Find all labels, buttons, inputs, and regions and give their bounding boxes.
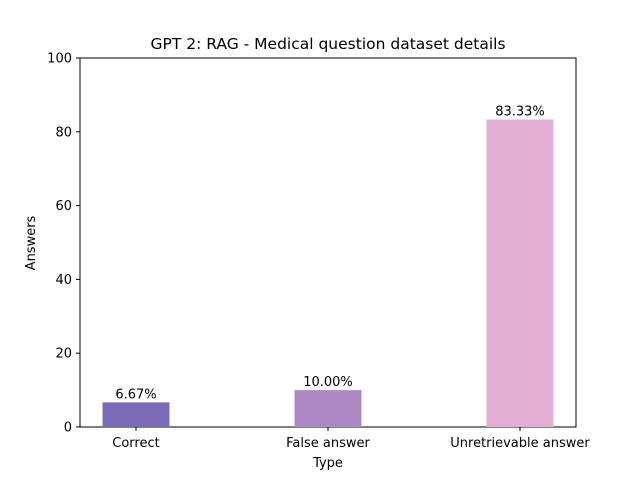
bar-false-answer <box>294 390 362 427</box>
y-tick-label: 0 <box>64 421 72 436</box>
data-label: 6.67% <box>115 387 156 402</box>
x-tick-label: False answer <box>286 436 370 451</box>
data-label: 10.00% <box>303 375 353 390</box>
y-tick-label: 80 <box>55 125 72 140</box>
y-tick-label: 20 <box>55 347 72 362</box>
chart-title: GPT 2: RAG - Medical question dataset de… <box>150 35 505 53</box>
x-tick-label: Correct <box>112 436 159 451</box>
y-tick-label: 100 <box>47 52 72 67</box>
bars-layer <box>102 119 554 427</box>
data-label: 83.33% <box>495 105 545 120</box>
x-tick-label: Unretrievable answer <box>450 436 590 451</box>
bar-correct <box>102 402 170 427</box>
y-axis-title: Answers <box>24 215 39 270</box>
y-tick-label: 40 <box>55 273 72 288</box>
x-axis: Correct False answer Unretrievable answer <box>112 427 590 451</box>
bar-unretrievable-answer <box>486 119 554 427</box>
value-labels-layer: 6.67% 10.00% 83.33% <box>115 105 544 403</box>
y-axis: 0 20 40 60 80 100 <box>47 52 80 436</box>
y-tick-label: 60 <box>55 199 72 214</box>
x-axis-title: Type <box>312 456 343 471</box>
